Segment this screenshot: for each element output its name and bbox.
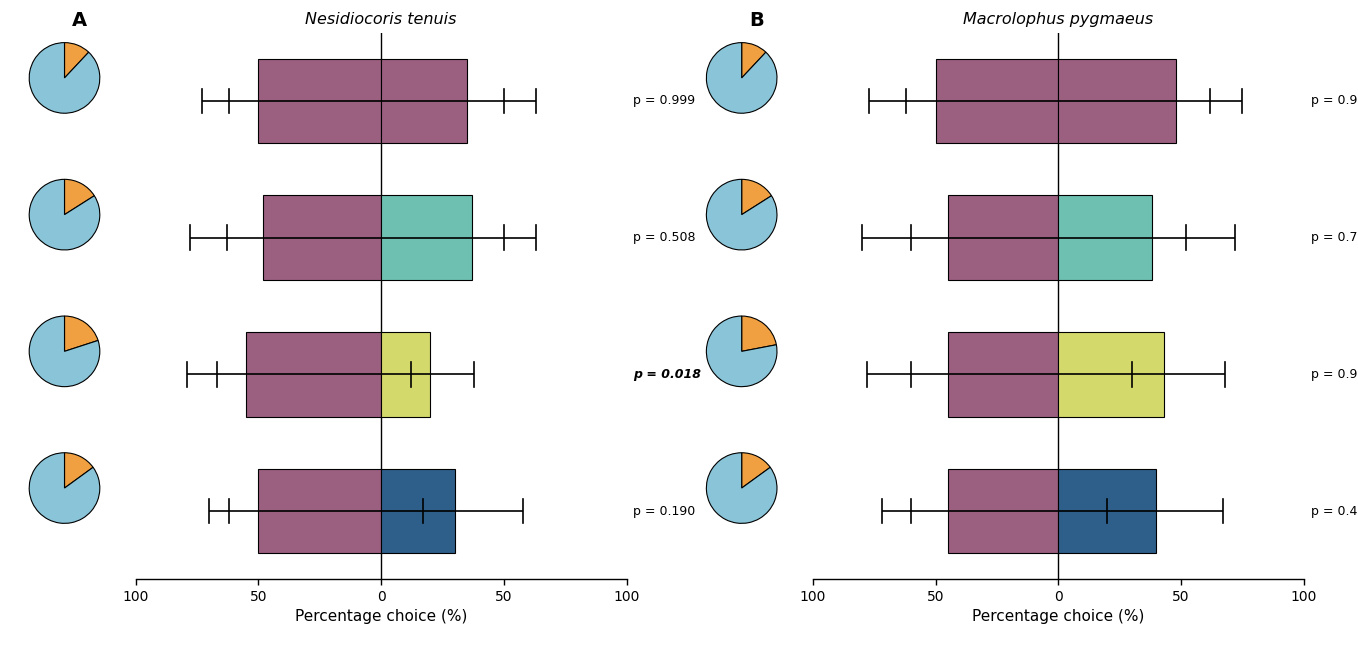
Text: p = 0.018: p = 0.018 [633,368,702,381]
Wedge shape [30,179,99,250]
Wedge shape [64,179,94,215]
Bar [382,469,455,553]
Text: B: B [750,10,765,30]
Bar [936,59,1058,143]
Bar [1058,59,1176,143]
Text: p = 0.508: p = 0.508 [633,231,695,244]
Wedge shape [29,316,100,387]
Bar [948,469,1058,553]
Bar [1058,332,1164,417]
Wedge shape [30,452,99,523]
Bar [382,332,430,417]
Bar [1058,469,1157,553]
Text: p = 0.190: p = 0.190 [633,505,695,518]
Bar [258,469,382,553]
Title: Macrolophus pygmaeus: Macrolophus pygmaeus [963,12,1153,27]
Wedge shape [64,42,88,78]
X-axis label: Percentage choice (%): Percentage choice (%) [295,609,467,624]
Wedge shape [706,42,777,113]
Bar [382,59,467,143]
Bar [948,332,1058,417]
Text: p = 0.999: p = 0.999 [633,94,695,107]
Bar [1058,195,1152,280]
Wedge shape [64,452,94,488]
Wedge shape [741,452,770,488]
Title: Nesidiocoris tenuis: Nesidiocoris tenuis [306,12,456,27]
Text: p = 0.784: p = 0.784 [1310,231,1358,244]
Wedge shape [706,179,777,250]
Bar [948,195,1058,280]
Bar [263,195,382,280]
Wedge shape [706,316,777,387]
Wedge shape [706,452,777,523]
Wedge shape [741,179,771,215]
Bar [382,195,473,280]
Wedge shape [64,316,98,352]
Text: A: A [72,10,87,30]
Text: p = 0.489: p = 0.489 [1310,505,1358,518]
Wedge shape [741,316,777,352]
Bar [246,332,382,417]
Text: p = 0.903: p = 0.903 [1310,368,1358,381]
X-axis label: Percentage choice (%): Percentage choice (%) [972,609,1145,624]
Bar [258,59,382,143]
Wedge shape [741,42,766,78]
Text: p = 0.999: p = 0.999 [1310,94,1358,107]
Wedge shape [30,42,99,113]
